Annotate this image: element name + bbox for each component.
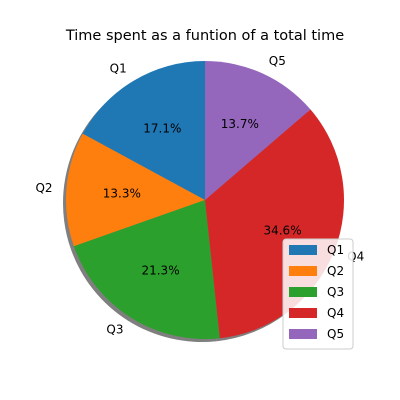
- chart-title: Time spent as a funtion of a total time: [65, 28, 344, 44]
- percent-label-q4: 34.6%: [263, 224, 301, 238]
- percent-label-q5: 13.7%: [221, 117, 259, 131]
- legend-swatch-q4: [289, 308, 317, 318]
- legend-swatch-q1: [289, 245, 317, 255]
- percent-label-q1: 17.1%: [143, 121, 181, 135]
- percent-label-q3: 21.3%: [141, 264, 179, 278]
- slice-label-q1: Q1: [110, 62, 127, 76]
- percent-label-q2: 13.3%: [103, 186, 141, 200]
- legend-label-q1: Q1: [327, 243, 344, 257]
- slice-q5: [205, 61, 311, 200]
- slice-q3: [73, 200, 220, 339]
- legend-label-q3: Q3: [327, 285, 344, 299]
- legend: Q1 Q2 Q3 Q4 Q5: [282, 238, 354, 350]
- slice-label-q2: Q2: [35, 181, 52, 195]
- legend-swatch-q3: [289, 287, 317, 297]
- legend-label-q2: Q2: [327, 264, 344, 278]
- legend-label-q4: Q4: [327, 306, 344, 320]
- slice-q1: [82, 61, 205, 200]
- legend-swatch-q5: [289, 329, 317, 339]
- legend-label-q5: Q5: [327, 327, 344, 341]
- pie-percent-labels: 17.1% 13.3% 21.3% 34.6% 13.7%: [103, 117, 302, 277]
- slice-label-q5: Q5: [269, 54, 286, 68]
- legend-swatch-q2: [289, 266, 317, 276]
- slice-label-q3: Q3: [106, 322, 123, 336]
- slice-q2: [65, 133, 205, 247]
